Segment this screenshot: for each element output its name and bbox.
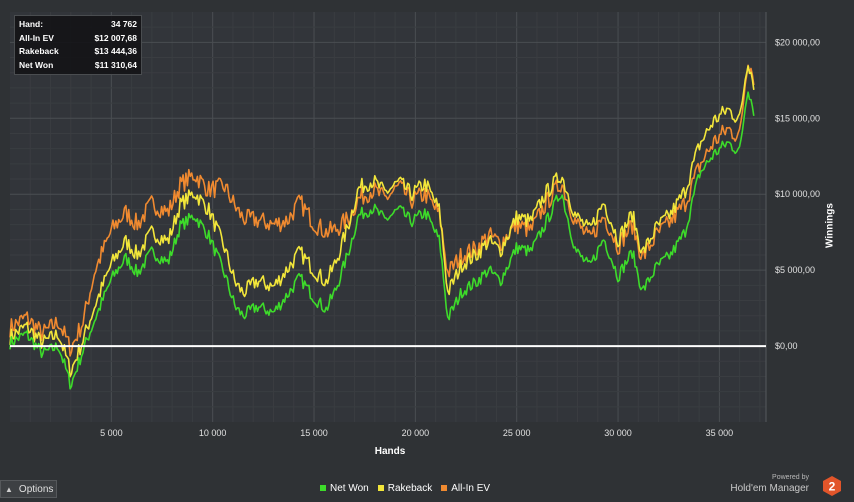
y-tick-label: $15 000,00 — [775, 113, 820, 123]
y-tick-label: $10 000,00 — [775, 189, 820, 199]
series-line-all-in-ev — [9, 64, 755, 357]
brand-name: Hold'em Manager — [730, 483, 809, 494]
x-tick-label: 10 000 — [199, 428, 227, 438]
logo-number: 2 — [829, 480, 836, 494]
series-lines — [9, 64, 755, 390]
y-axis-ticks: $0,00 $5 000,00 $10 000,00 $15 000,00 $20 00… — [775, 37, 820, 351]
stats-label: Hand: — [19, 19, 44, 29]
powered-by-text: Powered by — [772, 474, 809, 481]
x-axis-title: Hands — [374, 446, 406, 457]
series-line-net-won — [9, 91, 755, 390]
legend-swatch — [441, 485, 448, 491]
legend-item-rakeback[interactable]: Rakeback — [377, 482, 433, 494]
y-tick-label: $20 000,00 — [775, 37, 820, 47]
stats-label: Rakeback — [19, 46, 59, 56]
stats-row-net-won: Net Won $11 310,64 — [19, 59, 137, 73]
legend-swatch — [320, 485, 326, 491]
stats-label: Net Won — [19, 59, 54, 70]
legend-label: Net Won — [330, 482, 369, 494]
legend-label: Rakeback — [387, 482, 433, 494]
series-line-rakeback — [9, 65, 755, 378]
x-tick-label: 35 000 — [706, 428, 734, 438]
chevron-up-icon: ▲ — [5, 484, 13, 494]
holdem-manager-logo-icon: 2 — [823, 476, 841, 496]
legend-item-allin-ev[interactable]: All-In EV — [441, 483, 490, 494]
y-tick-label: $0,00 — [775, 341, 798, 351]
stats-value: $11 310,64 — [94, 59, 137, 70]
stats-tooltip: Hand: 34 762 All-In EV $12 007,68 Rakeba… — [14, 15, 142, 75]
x-tick-label: 15 000 — [300, 428, 328, 438]
x-tick-label: 30 000 — [604, 428, 632, 438]
x-tick-label: 25 000 — [503, 428, 531, 438]
x-axis-ticks: 5 000 10 000 15 000 20 000 25 000 30 000 35 00… — [100, 428, 733, 438]
legend-item-net-won[interactable]: Net Won — [320, 483, 369, 494]
brand-area: Powered by Hold'em Manager 2 — [722, 474, 842, 498]
stats-value: $13 444,36 — [94, 46, 137, 56]
x-tick-label: 20 000 — [402, 428, 430, 438]
options-button[interactable]: ▲ Options — [0, 480, 57, 498]
x-tick-label: 5 000 — [100, 428, 123, 438]
stats-row-hand: Hand: 34 762 — [19, 18, 137, 32]
legend: Net Won Rakeback All-In EV — [320, 482, 499, 494]
legend-swatch — [377, 485, 384, 491]
stats-label: All-In EV — [19, 32, 54, 43]
stats-value: $12 007,68 — [94, 32, 137, 43]
stats-row-allin-ev: All-In EV $12 007,68 — [19, 32, 137, 46]
stats-value: 34 762 — [111, 19, 137, 29]
y-tick-label: $5 000,00 — [775, 265, 815, 275]
stats-row-rakeback: Rakeback $13 444,36 — [19, 45, 137, 59]
options-label: Options — [18, 483, 54, 495]
y-axis-title: Winnings — [824, 203, 836, 248]
legend-label: All-In EV — [451, 482, 491, 494]
